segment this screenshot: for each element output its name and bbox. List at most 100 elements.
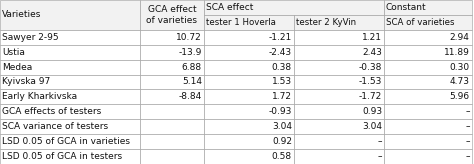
- Text: SCA variance of testers: SCA variance of testers: [2, 122, 108, 131]
- Bar: [384, 119, 472, 134]
- Bar: [140, 89, 204, 104]
- Bar: [204, 15, 294, 30]
- Text: Constant: Constant: [386, 3, 427, 12]
- Bar: [294, 75, 384, 89]
- Text: LSD 0.05 of GCA in varieties: LSD 0.05 of GCA in varieties: [2, 137, 130, 146]
- Text: 6.88: 6.88: [182, 63, 202, 72]
- Text: tester 2 KyVin: tester 2 KyVin: [296, 18, 356, 27]
- Text: 1.21: 1.21: [362, 33, 382, 42]
- Bar: [204, 0, 384, 15]
- Bar: [294, 60, 384, 75]
- Bar: [384, 0, 472, 15]
- Text: GCA effect
of varieties: GCA effect of varieties: [146, 5, 197, 25]
- Bar: [294, 119, 384, 134]
- Text: Sawyer 2-95: Sawyer 2-95: [2, 33, 58, 42]
- Text: -2.43: -2.43: [269, 48, 292, 57]
- Bar: [384, 104, 472, 119]
- Bar: [294, 104, 384, 119]
- Bar: [0, 60, 140, 75]
- Bar: [204, 60, 294, 75]
- Text: Ustia: Ustia: [2, 48, 25, 57]
- Bar: [384, 60, 472, 75]
- Text: GCA effects of testers: GCA effects of testers: [2, 107, 101, 116]
- Bar: [384, 149, 472, 164]
- Text: 11.89: 11.89: [444, 48, 470, 57]
- Text: 3.04: 3.04: [362, 122, 382, 131]
- Text: –: –: [465, 137, 470, 146]
- Bar: [0, 104, 140, 119]
- Bar: [204, 149, 294, 164]
- Bar: [384, 134, 472, 149]
- Bar: [140, 45, 204, 60]
- Bar: [0, 119, 140, 134]
- Bar: [294, 134, 384, 149]
- Bar: [204, 104, 294, 119]
- Bar: [294, 15, 384, 30]
- Bar: [140, 30, 204, 45]
- Text: -13.9: -13.9: [179, 48, 202, 57]
- Text: Early Kharkivska: Early Kharkivska: [2, 92, 77, 101]
- Text: 0.93: 0.93: [362, 107, 382, 116]
- Bar: [294, 45, 384, 60]
- Bar: [140, 60, 204, 75]
- Text: 0.30: 0.30: [450, 63, 470, 72]
- Text: -0.93: -0.93: [269, 107, 292, 116]
- Bar: [294, 30, 384, 45]
- Bar: [140, 119, 204, 134]
- Text: 0.58: 0.58: [272, 152, 292, 161]
- Text: LSD 0.05 of GCA in testers: LSD 0.05 of GCA in testers: [2, 152, 122, 161]
- Text: –: –: [465, 122, 470, 131]
- Bar: [140, 134, 204, 149]
- Bar: [204, 119, 294, 134]
- Bar: [204, 75, 294, 89]
- Text: 0.92: 0.92: [272, 137, 292, 146]
- Text: 0.38: 0.38: [272, 63, 292, 72]
- Text: 3.04: 3.04: [272, 122, 292, 131]
- Text: 2.43: 2.43: [362, 48, 382, 57]
- Text: –: –: [378, 137, 382, 146]
- Bar: [294, 89, 384, 104]
- Text: 1.53: 1.53: [272, 78, 292, 86]
- Text: –: –: [378, 152, 382, 161]
- Bar: [384, 45, 472, 60]
- Text: -8.84: -8.84: [179, 92, 202, 101]
- Bar: [0, 89, 140, 104]
- Text: Varieties: Varieties: [2, 10, 41, 19]
- Bar: [294, 149, 384, 164]
- Bar: [204, 134, 294, 149]
- Bar: [0, 75, 140, 89]
- Text: -1.72: -1.72: [359, 92, 382, 101]
- Text: 1.72: 1.72: [272, 92, 292, 101]
- Bar: [384, 75, 472, 89]
- Text: –: –: [465, 107, 470, 116]
- Text: tester 1 Hoverla: tester 1 Hoverla: [206, 18, 275, 27]
- Text: 4.73: 4.73: [450, 78, 470, 86]
- Bar: [0, 30, 140, 45]
- Text: 5.96: 5.96: [450, 92, 470, 101]
- Text: SCA of varieties: SCA of varieties: [386, 18, 455, 27]
- Text: –: –: [465, 152, 470, 161]
- Bar: [384, 15, 472, 30]
- Bar: [140, 149, 204, 164]
- Text: -1.21: -1.21: [269, 33, 292, 42]
- Bar: [0, 0, 140, 30]
- Bar: [0, 45, 140, 60]
- Text: -0.38: -0.38: [359, 63, 382, 72]
- Bar: [204, 45, 294, 60]
- Text: Kyivska 97: Kyivska 97: [2, 78, 50, 86]
- Bar: [204, 89, 294, 104]
- Text: 5.14: 5.14: [182, 78, 202, 86]
- Bar: [140, 75, 204, 89]
- Bar: [384, 30, 472, 45]
- Bar: [384, 89, 472, 104]
- Bar: [0, 134, 140, 149]
- Bar: [0, 149, 140, 164]
- Text: 2.94: 2.94: [450, 33, 470, 42]
- Text: Medea: Medea: [2, 63, 32, 72]
- Bar: [140, 0, 204, 30]
- Text: 10.72: 10.72: [176, 33, 202, 42]
- Text: SCA effect: SCA effect: [206, 3, 253, 12]
- Text: -1.53: -1.53: [359, 78, 382, 86]
- Bar: [140, 104, 204, 119]
- Bar: [204, 30, 294, 45]
